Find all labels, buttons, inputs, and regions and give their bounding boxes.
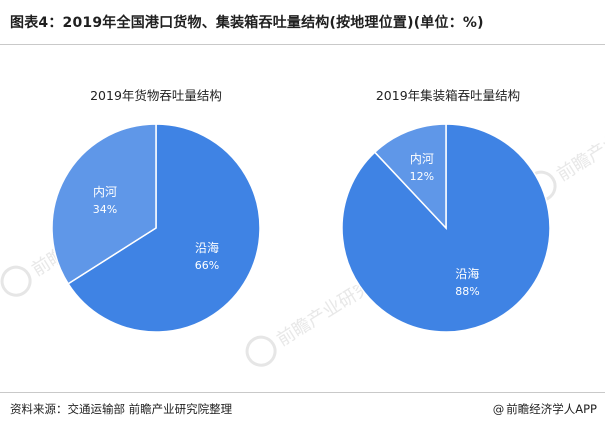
watermark-text-right: 前瞻产业研究院: [553, 120, 605, 186]
top-divider: [0, 44, 605, 45]
slice-value-inland: 12%: [410, 170, 434, 183]
slice-value-inland: 34%: [93, 203, 117, 216]
chart-title-container: 2019年集装箱吞吐量结构: [375, 88, 521, 103]
pie-slice-coastal: [341, 123, 551, 333]
pie-chart-container: 沿海 88% 内河 12%: [341, 123, 551, 333]
pie-slice-inland: [51, 123, 157, 285]
pie-slice-inland: [373, 123, 447, 230]
credit: @ 前瞻经济学人APP: [493, 401, 597, 417]
slice-label-inland: 内河: [410, 152, 434, 166]
slice-label-coastal: 沿海: [195, 240, 219, 255]
slice-value-coastal: 66%: [195, 259, 219, 272]
credit-text: 前瞻经济学人APP: [506, 402, 597, 416]
chart-title-cargo: 2019年货物吞吐量结构: [90, 88, 222, 103]
at-icon: @: [492, 402, 505, 416]
bottom-divider: [0, 392, 605, 393]
figure-title: 图表4：2019年全国港口货物、集装箱吞吐量结构(按地理位置)(单位：%): [10, 15, 484, 31]
pie-chart-cargo: 沿海 66% 内河 34%: [51, 123, 261, 333]
slice-value-coastal: 88%: [455, 285, 479, 298]
pie-slice-coastal: [67, 123, 261, 333]
slice-label-coastal: 沿海: [455, 266, 479, 281]
slice-label-inland: 内河: [93, 185, 117, 199]
source-note: 资料来源：交通运输部 前瞻产业研究院整理: [10, 402, 233, 416]
